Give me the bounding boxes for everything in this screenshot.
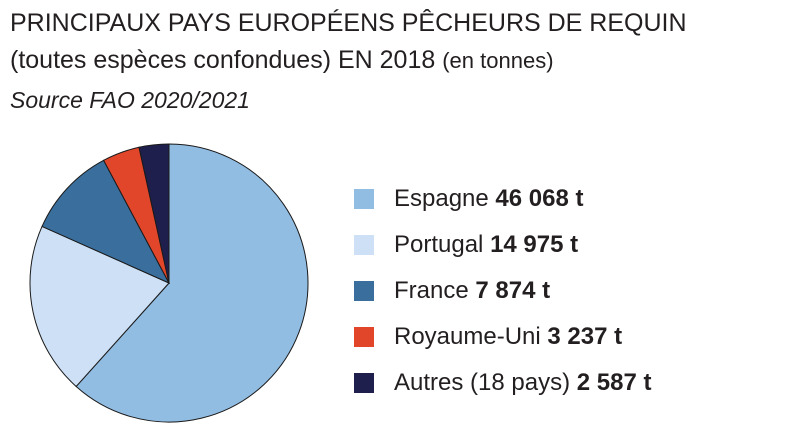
legend-swatch [354,189,374,209]
legend-value: 46 068 t [495,185,584,212]
legend-item: Espagne 46 068 t [354,176,651,222]
source-note: Source FAO 2020/2021 [10,87,250,113]
chart-title-main: (toutes espèces confondues) EN 2018 [10,46,436,74]
legend-text: France 7 874 t [394,277,550,305]
legend-text: Espagne 46 068 t [394,185,584,213]
legend-text: Portugal 14 975 t [394,231,578,259]
legend-label: Portugal [394,231,484,258]
pie-slice-autres-18-pays [138,143,170,284]
chart-legend: Espagne 46 068 t Portugal 14 975 t France … [354,176,651,406]
legend-item: Royaume-Uni 3 237 t [354,314,651,360]
chart-title-line2: (toutes espèces confondues) EN 2018 (en … [10,45,554,76]
legend-value: 2 587 t [576,369,652,396]
pie-slice-portugal [29,225,170,388]
legend-label: Autres (18 pays) [394,369,571,396]
legend-item: Portugal 14 975 t [354,222,651,268]
legend-value: 14 975 t [490,231,579,258]
legend-swatch [354,281,374,301]
legend-text: Autres (18 pays) 2 587 t [394,369,651,397]
chart-title-line1: PRINCIPAUX PAYS EUROPÉENS PÊCHEURS DE RE… [10,9,687,37]
legend-item: France 7 874 t [354,268,651,314]
legend-label: France [394,277,469,304]
legend-text: Royaume-Uni 3 237 t [394,323,622,351]
legend-item: Autres (18 pays) 2 587 t [354,360,651,406]
chart-title-unit: (en tonnes) [442,48,554,73]
legend-value: 3 237 t [547,323,623,350]
legend-swatch [354,235,374,255]
legend-swatch [354,327,374,347]
legend-value: 7 874 t [475,277,551,304]
pie-slice-france [41,159,171,285]
legend-swatch [354,373,374,393]
legend-label: Royaume-Uni [394,323,541,350]
pie-slice-espagne [75,143,309,423]
legend-label: Espagne [394,185,489,212]
